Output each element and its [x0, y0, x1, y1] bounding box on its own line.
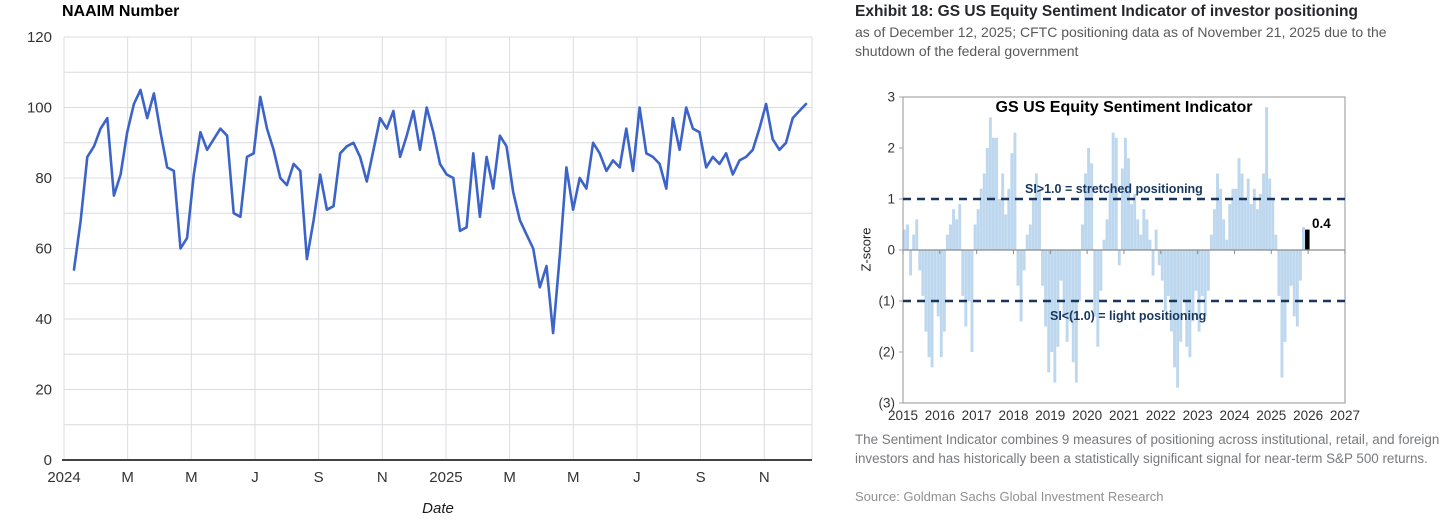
exhibit-title: Exhibit 18: GS US Equity Sentiment Indic… — [855, 3, 1358, 20]
svg-text:120: 120 — [27, 29, 52, 46]
stretched-positioning-annotation: SI>1.0 = stretched positioning — [1025, 182, 1203, 196]
svg-text:2015: 2015 — [888, 408, 918, 423]
naaim-x-axis-label: Date — [422, 500, 454, 517]
svg-text:M: M — [567, 469, 580, 486]
svg-text:2019: 2019 — [1035, 408, 1065, 423]
svg-text:N: N — [377, 469, 388, 486]
svg-text:(2): (2) — [879, 345, 896, 360]
naaim-line-chart: 2024 M M J S N 2025 M M J S N 0 20 40 60 80 100 120 — [27, 29, 813, 486]
svg-text:J: J — [633, 469, 641, 486]
svg-text:M: M — [121, 469, 134, 486]
svg-text:2017: 2017 — [962, 408, 992, 423]
svg-text:20: 20 — [35, 382, 52, 399]
naaim-chart-title: NAAIM Number — [62, 3, 180, 20]
svg-text:2023: 2023 — [1183, 408, 1213, 423]
svg-text:2022: 2022 — [1146, 408, 1176, 423]
gs-source-line: Source: Goldman Sachs Global Investment … — [855, 489, 1164, 504]
svg-text:N: N — [759, 469, 770, 486]
exhibit-subtitle: as of December 12, 2025; CFTC positionin… — [855, 24, 1387, 59]
svg-text:2024: 2024 — [1219, 408, 1250, 423]
svg-text:M: M — [185, 469, 198, 486]
latest-value-label: 0.4 — [1312, 216, 1331, 231]
light-positioning-annotation: SI<(1.0) = light positioning — [1050, 309, 1207, 323]
svg-text:2026: 2026 — [1293, 408, 1323, 423]
svg-text:0: 0 — [887, 243, 895, 258]
svg-text:60: 60 — [35, 241, 52, 258]
svg-text:2021: 2021 — [1109, 408, 1139, 423]
svg-text:2: 2 — [887, 141, 895, 156]
gs-footnote: The Sentiment Indicator combines 9 measu… — [855, 432, 1440, 466]
gs-sentiment-bar-chart: 3 2 1 0 (1) (2) (3)2015 2016 2017 2018 2019 2020 202… — [879, 90, 1360, 424]
svg-text:M: M — [503, 469, 516, 486]
gs-chart-title: GS US Equity Sentiment Indicator — [995, 99, 1253, 116]
svg-text:S: S — [314, 469, 324, 486]
svg-text:J: J — [251, 469, 259, 486]
svg-text:40: 40 — [35, 311, 52, 328]
svg-text:(1): (1) — [879, 294, 896, 309]
svg-text:2027: 2027 — [1330, 408, 1360, 423]
svg-text:S: S — [696, 469, 706, 486]
svg-text:2025: 2025 — [1256, 408, 1286, 423]
svg-text:3: 3 — [887, 90, 895, 105]
svg-text:80: 80 — [35, 170, 52, 187]
svg-text:2024: 2024 — [47, 469, 80, 486]
svg-text:2020: 2020 — [1072, 408, 1102, 423]
svg-text:2025: 2025 — [429, 469, 462, 486]
svg-text:2018: 2018 — [998, 408, 1028, 423]
svg-text:(3): (3) — [879, 396, 896, 411]
svg-text:0: 0 — [44, 452, 52, 469]
svg-text:2016: 2016 — [925, 408, 955, 423]
svg-text:1: 1 — [887, 192, 895, 207]
svg-text:100: 100 — [27, 100, 52, 117]
gs-y-axis-label: Z-score — [858, 227, 874, 272]
